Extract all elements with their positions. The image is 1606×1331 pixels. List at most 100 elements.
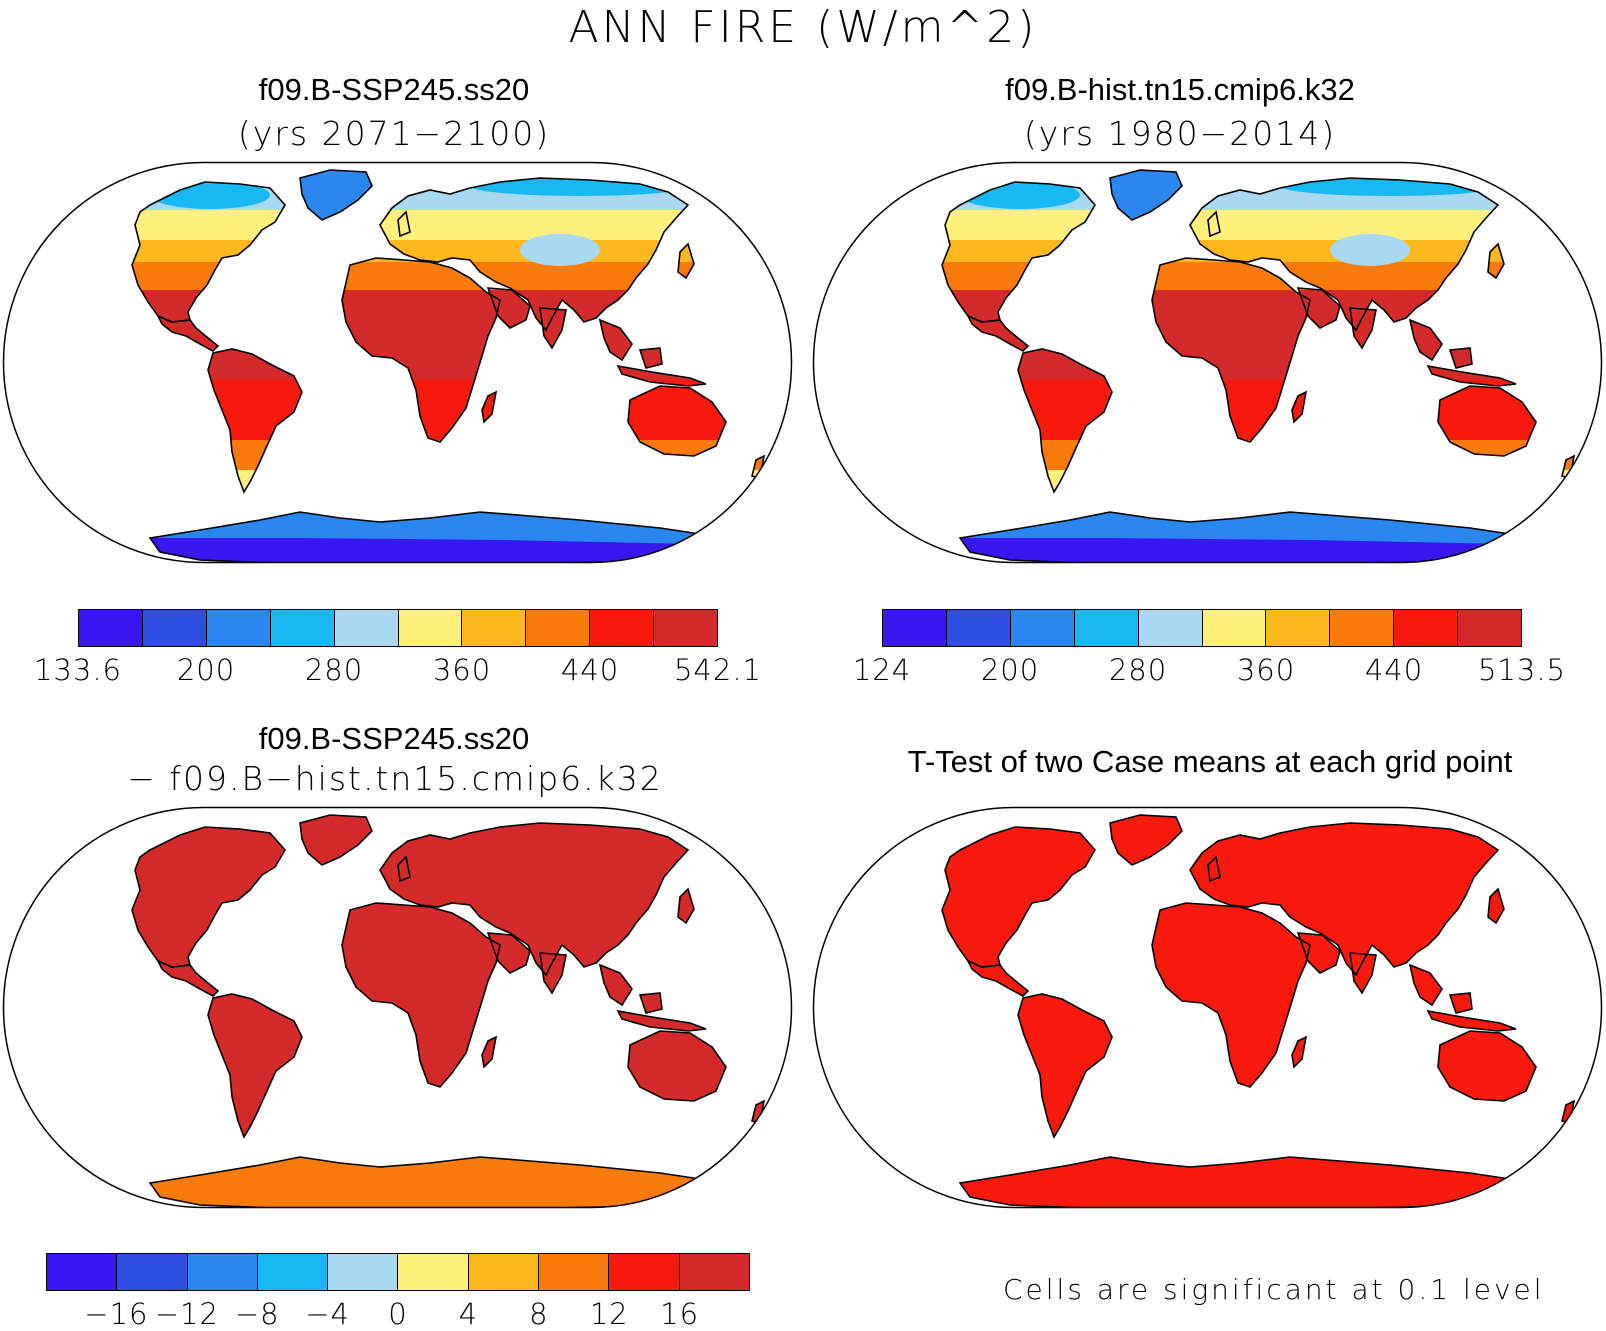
landmass-namerica — [132, 827, 285, 967]
colorbar-swatch — [328, 1254, 399, 1290]
colorbar-swatch — [1074, 610, 1139, 646]
map-content — [131, 169, 766, 563]
landmass-arabia — [1298, 933, 1340, 973]
colorbar-tick-label: −12 — [154, 1297, 219, 1331]
colorbar-swatch — [257, 1254, 329, 1290]
colorbar-swatch — [1394, 610, 1459, 646]
colorbar-swatch — [462, 610, 527, 646]
colorbar-swatch — [1330, 610, 1395, 646]
colorbar-tick-label: −16 — [84, 1297, 149, 1331]
colorbar-swatch — [654, 610, 718, 646]
colorbar-swatch — [1202, 610, 1267, 646]
colorbar-swatch — [187, 1254, 258, 1290]
colorbar-swatch — [590, 610, 655, 646]
colorbar-swatch — [539, 1254, 610, 1290]
panel-1-map — [2, 161, 793, 564]
landmass-namerica — [942, 827, 1095, 967]
landmass-africa — [342, 903, 500, 1087]
map-border — [812, 806, 1603, 1209]
panel-4-title: T-Test of two Case means at each grid po… — [907, 744, 1513, 779]
colorbar-tick-label: 513.5 — [1477, 653, 1567, 687]
landmass-antarctica — [150, 1157, 760, 1208]
colorbar-tick-label: 440 — [1364, 653, 1424, 687]
colorbar-tick-label: 200 — [980, 653, 1040, 687]
colorbar-tick-label: −4 — [305, 1297, 350, 1331]
landmass-arabia — [488, 933, 530, 973]
landmass-eurasia — [380, 823, 688, 975]
landmass-australia — [628, 1031, 726, 1101]
significance-note: Cells are significant at 0.1 level — [1003, 1273, 1545, 1306]
landmass-indonesia — [1428, 1011, 1516, 1031]
panel-4-map — [812, 806, 1603, 1209]
panel-2-title: f09.B-hist.tn15.cmip6.k32 — [1005, 72, 1355, 107]
map-border — [812, 161, 1603, 564]
colorbar-tick-label: 280 — [1108, 653, 1168, 687]
panel-1-colorbar — [78, 609, 718, 647]
landmass-india — [540, 953, 566, 993]
colorbar-swatch — [679, 1254, 749, 1290]
panel-2-colorbar — [882, 609, 1522, 647]
map-content — [941, 169, 1576, 563]
landmass-eurasia — [1190, 823, 1498, 975]
landmass-samerica — [208, 994, 302, 1137]
colorbar-tick-label: 280 — [304, 653, 364, 687]
figure-title: ANN FIRE (W/m^2) — [568, 2, 1038, 53]
colorbar-tick-label: 12 — [589, 1297, 629, 1331]
colorbar-tick-label: 360 — [1236, 653, 1296, 687]
colorbar-tick-label: 440 — [560, 653, 620, 687]
map-content — [941, 814, 1576, 1208]
landmass-camerica — [968, 961, 1028, 996]
landmass-greenland — [1110, 815, 1182, 865]
landmass-samerica — [1018, 994, 1112, 1137]
colorbar-tick-label: 16 — [660, 1297, 700, 1331]
colorbar-tick-label: 8 — [529, 1297, 549, 1331]
landmass-camerica — [158, 961, 218, 996]
panel-1-title: f09.B-SSP245.ss20 — [258, 72, 530, 107]
landmass-borneo — [1450, 993, 1472, 1013]
landmass-seasia — [1410, 965, 1442, 1005]
landmass-indonesia — [618, 1011, 706, 1031]
colorbar-tick-label: 124 — [852, 653, 912, 687]
panel-2-map — [812, 161, 1603, 564]
landmass-madagascar — [1292, 1037, 1306, 1067]
colorbar-swatch — [270, 610, 335, 646]
colorbar-swatch — [526, 610, 591, 646]
colorbar-swatch — [398, 1254, 469, 1290]
landmass-antarctica — [960, 1157, 1570, 1208]
colorbar-swatch — [47, 1254, 118, 1290]
landmass-seasia — [600, 965, 632, 1005]
map-border — [2, 161, 793, 564]
colorbar-swatch — [334, 610, 399, 646]
colorbar-swatch — [206, 610, 271, 646]
colorbar-tick-label: 4 — [458, 1297, 479, 1331]
colorbar-swatch — [398, 610, 463, 646]
colorbar-tick-label: 542.1 — [673, 653, 763, 687]
colorbar-swatch — [117, 1254, 188, 1290]
map-border — [2, 806, 793, 1209]
colorbar-swatch — [1458, 610, 1522, 646]
colorbar-swatch — [468, 1254, 540, 1290]
colorbar-tick-label: 0 — [388, 1297, 408, 1331]
panel-3-title: f09.B-SSP245.ss20 — [258, 721, 530, 756]
colorbar-tick-label: 200 — [176, 653, 236, 687]
colorbar-swatch — [79, 610, 143, 646]
panel-1-subtitle: (yrs 2071−2100) — [237, 114, 551, 153]
colorbar-swatch — [1266, 610, 1331, 646]
landmass-india — [1350, 953, 1376, 993]
colorbar-swatch — [883, 610, 947, 646]
colorbar-swatch — [609, 1254, 680, 1290]
panel-2-subtitle: (yrs 1980−2014) — [1023, 114, 1337, 153]
landmass-madagascar — [482, 1037, 496, 1067]
colorbar-swatch — [1138, 610, 1203, 646]
panel-3-map — [2, 806, 793, 1209]
colorbar-swatch — [1010, 610, 1075, 646]
colorbar-swatch — [946, 610, 1011, 646]
colorbar-tick-label: −8 — [234, 1297, 280, 1331]
panel-3-colorbar — [46, 1253, 750, 1291]
colorbar-tick-label: 360 — [432, 653, 492, 687]
landmass-africa — [1152, 903, 1310, 1087]
colorbar-tick-label: 133.6 — [33, 653, 123, 687]
landmass-greenland — [300, 815, 372, 865]
colorbar-swatch — [142, 610, 207, 646]
landmass-borneo — [640, 993, 662, 1013]
